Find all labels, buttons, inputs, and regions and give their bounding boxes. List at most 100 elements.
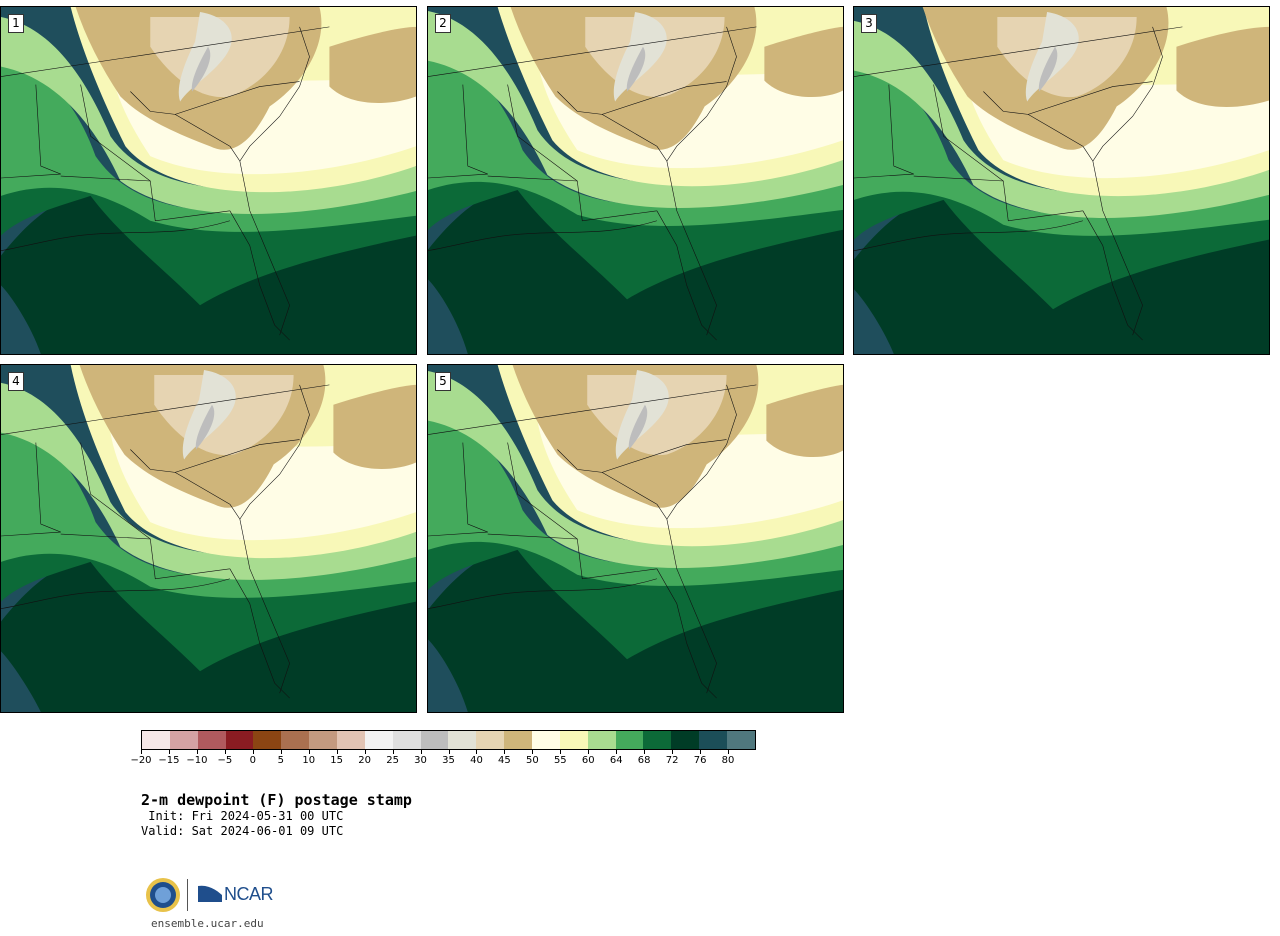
- state-boundary-line: [854, 220, 1083, 251]
- ncar-logo-icon: [198, 885, 222, 902]
- colorbar-tick: [532, 750, 534, 754]
- state-boundary-line: [80, 442, 151, 540]
- dewpoint-band-45-50-offshore: [1176, 26, 1269, 107]
- state-boundary-line: [1082, 146, 1143, 336]
- dewpoint-band-45-50-offshore: [333, 384, 416, 469]
- colorbar-tick-label: 40: [470, 755, 483, 766]
- colorbar-tick-label: −10: [186, 755, 208, 766]
- colorbar-tick: [168, 750, 170, 754]
- state-boundary-line: [428, 26, 757, 77]
- state-boundary-line: [428, 220, 657, 251]
- dewpoint-band-68-72: [1, 540, 416, 672]
- state-boundary-line: [1092, 26, 1163, 162]
- colorbar-tick: [448, 750, 450, 754]
- colorbar-swatch: [643, 731, 672, 749]
- state-boundary-line: [656, 146, 717, 336]
- state-boundary-line: [229, 146, 290, 336]
- colorbar-tick: [308, 750, 310, 754]
- colorbar-tick: [196, 750, 198, 754]
- colorbar-swatch: [253, 731, 282, 749]
- colorbar-swatch: [420, 731, 449, 749]
- dewpoint-map-2: [428, 7, 843, 354]
- dewpoint-band-64-68: [1, 431, 416, 598]
- colorbar-tick-label: 30: [414, 755, 427, 766]
- colorbar-tick-label: 35: [442, 755, 455, 766]
- colorbar-tick: [504, 750, 506, 754]
- dewpoint-band-68-72: [428, 157, 843, 300]
- state-boundary-line: [1, 220, 230, 251]
- state-boundary-line: [130, 91, 231, 147]
- state-boundary-line: [229, 210, 290, 341]
- ensemble-panel-5: 5: [427, 364, 844, 713]
- panel-number: 1: [8, 14, 24, 33]
- colorbar-tick-label: 68: [637, 755, 651, 766]
- dewpoint-band-30-35: [626, 46, 646, 92]
- state-boundary-line: [854, 26, 1183, 77]
- dewpoint-band-64-68: [428, 60, 843, 226]
- state-boundary-line: [239, 384, 310, 520]
- state-boundary-line: [666, 384, 737, 520]
- ensemble-panel-3: 3: [853, 6, 1270, 355]
- colorbar-swatch: [532, 731, 560, 749]
- dewpoint-band-68-72: [854, 171, 1269, 310]
- colorbar-swatch: [559, 731, 588, 749]
- dewpoint-band-60-64: [854, 20, 1269, 218]
- state-boundary-line: [913, 175, 1083, 222]
- state-boundary-line: [557, 91, 658, 147]
- colorbar-swatch: [364, 731, 393, 749]
- dewpoint-band-64-68: [428, 420, 843, 586]
- colorbar-swatch: [337, 731, 365, 749]
- colorbar-tick-label: 15: [330, 755, 344, 766]
- colorbar-swatch: [727, 731, 755, 749]
- colorbar-tick: [364, 750, 366, 754]
- dewpoint-band-45-50-offshore: [766, 384, 843, 458]
- colorbar-ticks: −20 −15 −10 −5 0 5 10 15 20 25 30 35 40 45 50 55 60 64 68 7…: [130, 750, 756, 770]
- state-boundary-line: [130, 449, 231, 505]
- colorbar-tick-label: 80: [721, 755, 735, 766]
- colorbar-tick: [392, 750, 394, 754]
- dewpoint-band-45-50-offshore: [764, 26, 843, 98]
- ncar-wordmark: NCAR: [224, 884, 274, 904]
- colorbar-tick-label: 5: [277, 755, 284, 766]
- panel-number: 4: [8, 372, 24, 391]
- dewpoint-band-64-68: [1, 66, 416, 232]
- dewpoint-band-45-50-offshore: [329, 26, 416, 104]
- state-boundary-line: [487, 175, 657, 222]
- colorbar-swatch: [169, 731, 198, 749]
- colorbar-tick: [644, 750, 646, 754]
- state-boundary-line: [60, 175, 230, 222]
- state-boundary-line: [229, 504, 290, 694]
- state-boundary-line: [175, 81, 300, 115]
- colorbar-tick: [672, 750, 674, 754]
- colorbar-tick-label: −15: [158, 755, 180, 766]
- colorbar: [141, 730, 756, 750]
- state-boundary-line: [462, 442, 488, 533]
- colorbar-swatch: [699, 731, 728, 749]
- state-boundary-line: [1082, 210, 1143, 341]
- colorbar-swatch: [671, 731, 700, 749]
- colorbar-tick: [616, 750, 618, 754]
- colorbar-swatch: [225, 731, 254, 749]
- state-boundary-line: [1, 173, 61, 179]
- state-boundary-line: [854, 173, 914, 179]
- ensemble-panel-1: 1: [0, 6, 417, 355]
- colorbar-tick-label: 55: [553, 755, 567, 766]
- colorbar-tick-label: −5: [217, 755, 233, 766]
- dewpoint-map-1: [1, 7, 416, 354]
- dewpoint-map-4: [1, 365, 416, 712]
- state-boundary-line: [239, 26, 310, 162]
- state-boundary-line: [35, 442, 61, 533]
- state-boundary-line: [80, 84, 151, 182]
- state-boundary-line: [1, 578, 230, 609]
- dewpoint-band-68-72: [1, 171, 416, 306]
- dewpoint-band-30-35: [1038, 46, 1058, 92]
- colorbar-tick-label: 72: [665, 755, 679, 766]
- init-time: Init: Fri 2024-05-31 00 UTC: [141, 809, 344, 823]
- dewpoint-band-30-35: [628, 404, 648, 450]
- panel-number: 5: [435, 372, 451, 391]
- colorbar-tick-label: −20: [130, 755, 152, 766]
- state-boundary-line: [983, 91, 1084, 147]
- state-boundary-line: [656, 504, 717, 694]
- panel-number: 2: [435, 14, 451, 33]
- state-boundary-line: [1, 531, 61, 537]
